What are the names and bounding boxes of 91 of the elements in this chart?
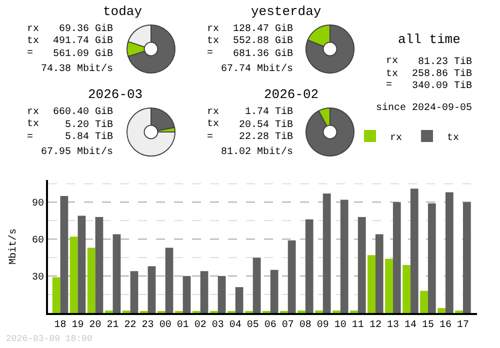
bar — [428, 203, 436, 313]
x-tick-label: 07 — [282, 320, 294, 331]
chart-title: 2026-02 — [264, 87, 319, 102]
x-tick-label: 09 — [316, 320, 329, 331]
bar — [358, 216, 366, 313]
bar — [200, 271, 208, 313]
text: 67.74 Mbit/s — [221, 63, 294, 75]
text: all time — [398, 32, 460, 47]
x-tick-label: 00 — [159, 320, 172, 331]
text: = 22.28 TiB — [207, 132, 294, 143]
x-tick-label: 19 — [72, 320, 84, 331]
x-tick-label: 14 — [404, 320, 416, 331]
bar — [305, 219, 314, 313]
x-tick-label: 17 — [456, 320, 469, 331]
text: rx 1.74 TiB — [207, 107, 294, 118]
text: since 2024-09-05 — [376, 102, 472, 114]
y-tick-label: 60 — [32, 236, 44, 247]
x-tick-label: 04 — [229, 320, 242, 331]
x-tick-label: 22 — [124, 320, 136, 331]
x-tick-label: 21 — [106, 320, 119, 331]
legend-label: tx — [447, 132, 460, 144]
x-tick-label: 20 — [89, 320, 102, 331]
x-tick-label: 03 — [212, 320, 224, 331]
donut-slice — [128, 24, 176, 74]
chart-title: today — [103, 4, 142, 19]
x-tick-label: 01 — [176, 320, 189, 331]
text: rx 69.36 GiB — [27, 24, 114, 35]
x-tick-label: 05 — [246, 320, 259, 331]
bar — [252, 258, 261, 313]
bar — [462, 202, 471, 313]
text: rx 128.47 GiB — [207, 24, 294, 35]
text: = 5.84 TiB — [27, 132, 114, 143]
donut-slice — [306, 108, 354, 156]
x-tick-label: 18 — [54, 320, 66, 331]
bar — [368, 255, 376, 313]
bar — [235, 287, 244, 313]
bar — [87, 248, 96, 313]
bar — [78, 216, 86, 313]
text: tx 491.74 GiB — [27, 36, 114, 47]
text: = 561.09 GiB — [27, 48, 114, 60]
bar — [402, 264, 410, 313]
bar — [322, 194, 331, 313]
bar — [95, 216, 104, 313]
bar — [270, 270, 278, 313]
bar — [112, 234, 121, 313]
x-tick-label: 11 — [352, 320, 364, 331]
bar — [392, 202, 401, 313]
bar — [445, 192, 454, 313]
bar — [438, 308, 446, 313]
text: rx 660.40 GiB — [27, 107, 114, 118]
bar — [288, 240, 296, 313]
x-tick-label: 13 — [386, 320, 399, 331]
bar — [340, 200, 348, 313]
text: tx 258.86 TiB — [386, 69, 472, 80]
text: 74.38 Mbit/s — [41, 63, 114, 75]
x-tick-label: 02 — [194, 320, 206, 331]
bar — [410, 188, 418, 313]
text: tx 552.88 GiB — [207, 36, 294, 47]
x-tick-label: 10 — [334, 320, 346, 331]
text: = 340.09 TiB — [386, 80, 472, 92]
x-tick-label: 16 — [439, 320, 452, 331]
bar — [165, 248, 174, 313]
bar — [420, 290, 428, 313]
x-tick-label: 15 — [422, 320, 434, 331]
x-tick-label: 06 — [264, 320, 276, 331]
y-axis-title: Mbit/s — [7, 228, 20, 265]
y-tick-label: 90 — [32, 198, 44, 210]
text: tx 5.20 TiB — [27, 119, 114, 131]
text: rx 81.23 TiB — [386, 56, 472, 68]
legend-label: rx — [390, 132, 402, 144]
bar — [385, 258, 393, 313]
x-tick-label: 12 — [369, 320, 382, 331]
x-tick-label: 23 — [142, 320, 154, 331]
text: = 681.36 GiB — [207, 48, 294, 60]
text: 81.02 Mbit/s — [221, 146, 294, 158]
bar — [375, 234, 384, 313]
chart-title: yesterday — [251, 4, 322, 19]
y-tick-label: 30 — [32, 272, 44, 284]
x-tick-label: 08 — [299, 320, 312, 331]
bar — [70, 236, 78, 313]
bar — [182, 276, 191, 313]
text: tx 20.54 TiB — [207, 119, 294, 131]
donut-slice — [306, 24, 354, 74]
bar — [52, 277, 60, 313]
donut-slice — [126, 108, 176, 156]
bar — [130, 271, 138, 313]
chart-title: 2026-03 — [88, 87, 143, 102]
bar — [218, 276, 226, 313]
bar — [60, 196, 68, 313]
text: 67.95 Mbit/s — [41, 146, 114, 158]
bar — [148, 266, 156, 313]
